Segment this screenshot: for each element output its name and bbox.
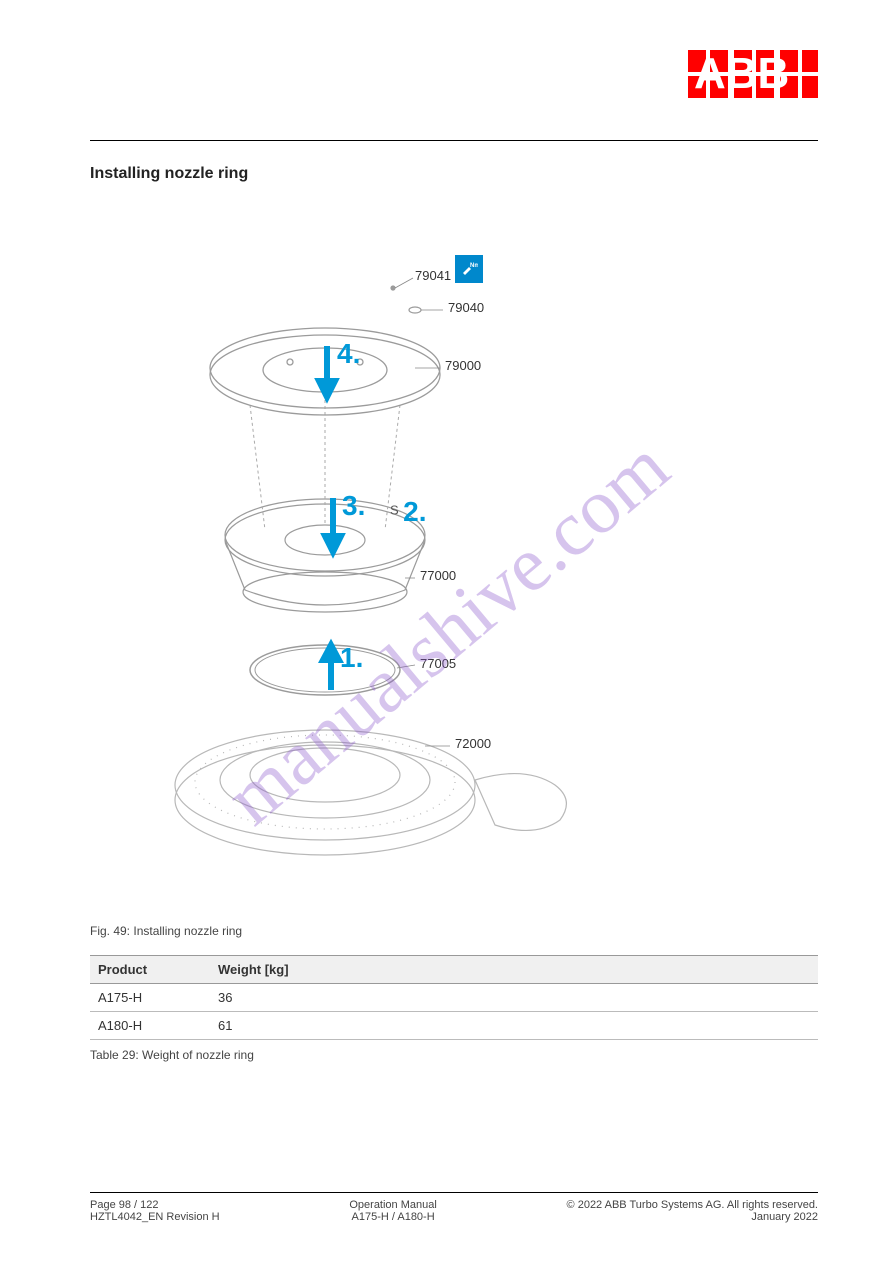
callout-72000: 72000 bbox=[455, 736, 491, 751]
table-row: A175-H 36 bbox=[90, 984, 818, 1012]
torque-icon: Nm bbox=[455, 255, 483, 283]
table-caption: Table 29: Weight of nozzle ring bbox=[90, 1048, 818, 1062]
cell-product-1: A180-H bbox=[90, 1012, 210, 1040]
cell-product-0: A175-H bbox=[90, 984, 210, 1012]
exploded-diagram: Nm 79041 79040 79000 77000 77005 72000 4… bbox=[115, 240, 635, 905]
footer-copyright: © 2022 ABB Turbo Systems AG. All rights … bbox=[567, 1199, 818, 1211]
step-4: 4. bbox=[337, 338, 360, 370]
step-1: 1. bbox=[340, 642, 363, 674]
weight-table: Product Weight [kg] A175-H 36 A180-H 61 … bbox=[90, 955, 818, 1062]
cell-weight-1: 61 bbox=[210, 1012, 818, 1040]
page-footer: Page 98 / 122 HZTL4042_EN Revision H Ope… bbox=[90, 1192, 818, 1223]
footer-docid: HZTL4042_EN Revision H bbox=[90, 1211, 220, 1223]
footer-model: A175-H / A180-H bbox=[349, 1211, 436, 1223]
callout-79041: 79041 bbox=[415, 268, 451, 283]
footer-page: Page 98 / 122 bbox=[90, 1199, 220, 1211]
step-2-prefix: S bbox=[390, 503, 399, 518]
step-2-group: S 2. bbox=[390, 496, 426, 528]
footer-title: Operation Manual bbox=[349, 1199, 436, 1211]
header-rule bbox=[90, 140, 818, 141]
footer-rule bbox=[90, 1192, 818, 1193]
callout-79040: 79040 bbox=[448, 300, 484, 315]
brand-logo: ABB bbox=[688, 50, 818, 103]
cell-weight-0: 36 bbox=[210, 984, 818, 1012]
callout-77005: 77005 bbox=[420, 656, 456, 671]
col-weight: Weight [kg] bbox=[210, 956, 818, 984]
table-header-row: Product Weight [kg] bbox=[90, 956, 818, 984]
callout-79000: 79000 bbox=[445, 358, 481, 373]
svg-text:Nm: Nm bbox=[470, 263, 478, 269]
svg-text:ABB: ABB bbox=[694, 50, 789, 98]
col-product: Product bbox=[90, 956, 210, 984]
table-row: A180-H 61 bbox=[90, 1012, 818, 1040]
section-heading: Installing nozzle ring bbox=[90, 165, 248, 183]
step-2: 2. bbox=[403, 496, 426, 527]
figure-caption: Fig. 49: Installing nozzle ring bbox=[90, 924, 242, 938]
footer-date: January 2022 bbox=[567, 1211, 818, 1223]
step-3: 3. bbox=[342, 490, 365, 522]
callout-77000: 77000 bbox=[420, 568, 456, 583]
